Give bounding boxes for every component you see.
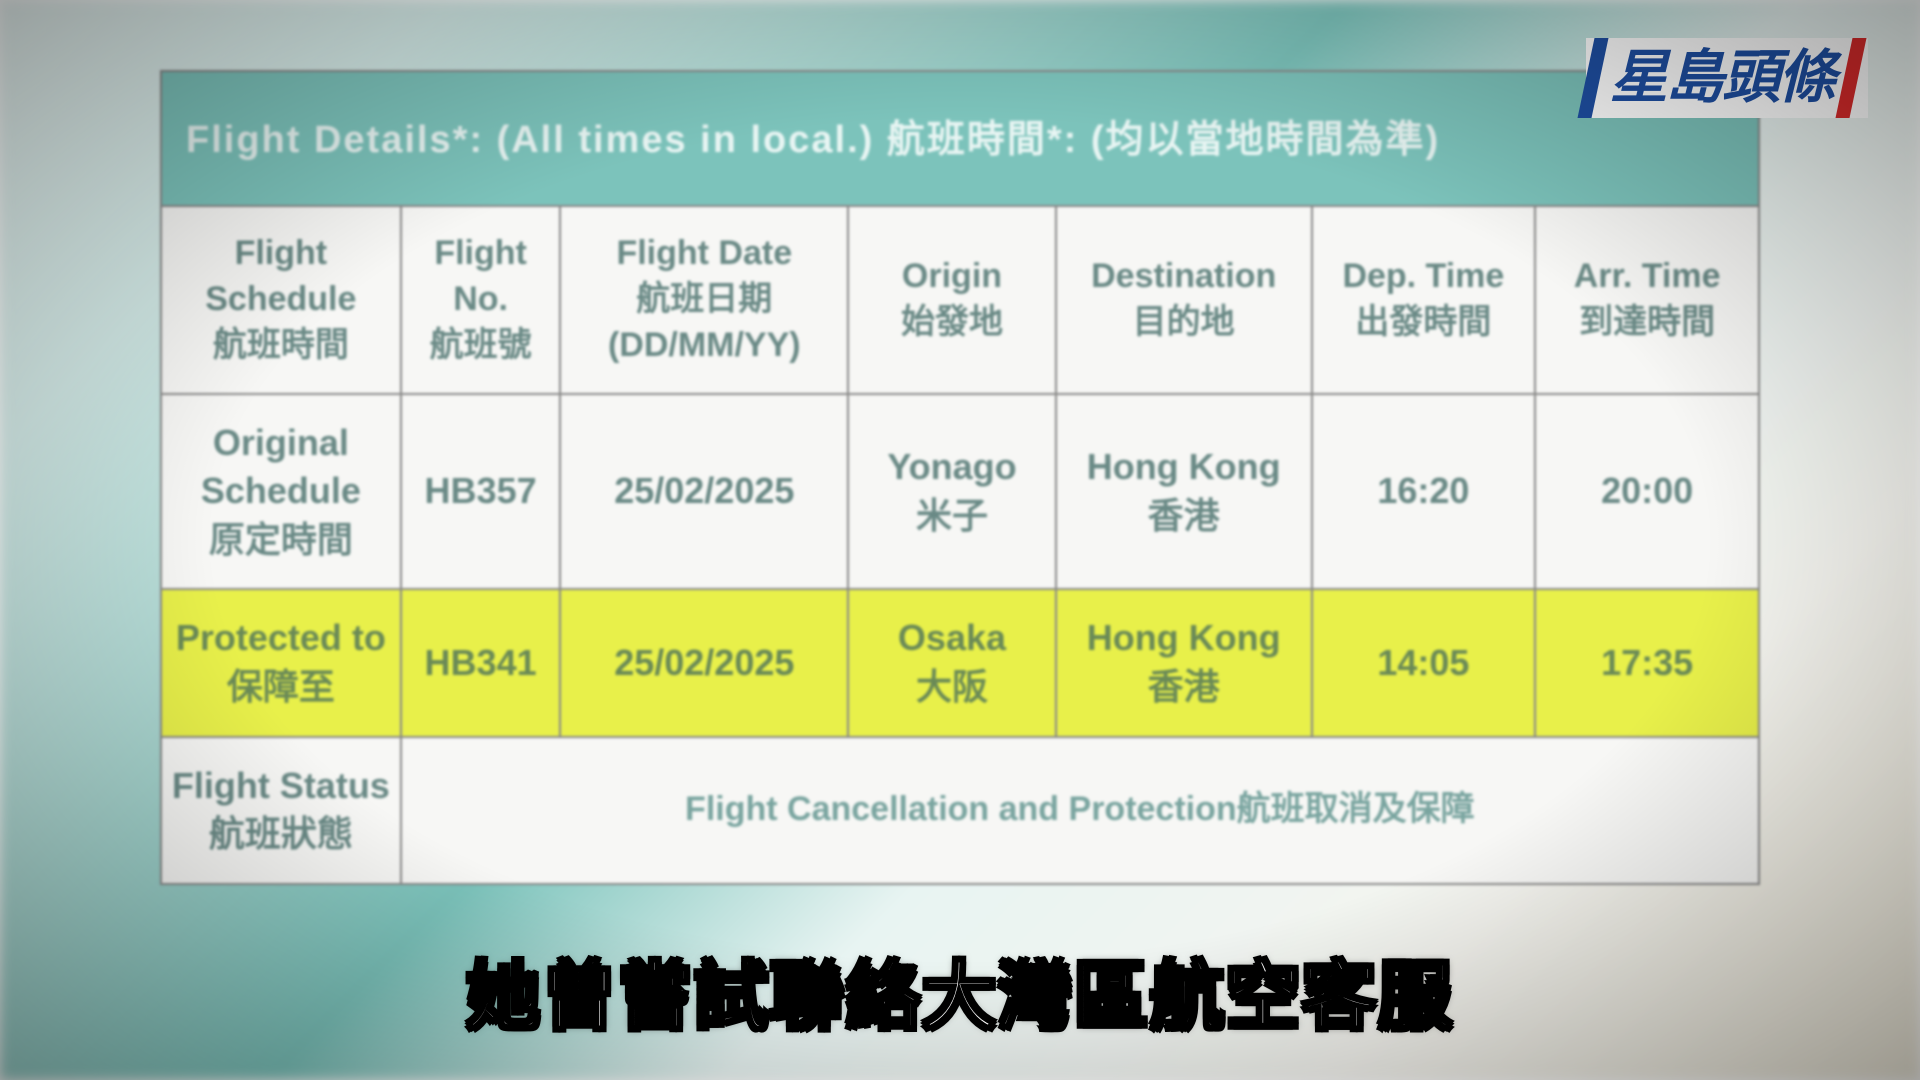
col-flight-no: Flight No.航班號: [401, 206, 561, 394]
flight-table: Flight Schedule航班時間 Flight No.航班號 Flight…: [160, 205, 1760, 885]
cell-origin: Osaka大阪: [848, 589, 1056, 736]
cell-dep: 16:20: [1312, 394, 1536, 590]
singtao-logo: 星島頭條: [1586, 38, 1868, 118]
cell-destination: Hong Kong香港: [1056, 394, 1312, 590]
logo-text: 星島頭條: [1606, 38, 1838, 118]
cell-origin: Yonago米子: [848, 394, 1056, 590]
status-text: Flight Cancellation and Protection航班取消及保…: [401, 737, 1759, 884]
col-date: Flight Date航班日期(DD/MM/YY): [560, 206, 848, 394]
cell-schedule: Original Schedule原定時間: [161, 394, 401, 590]
cell-arr: 17:35: [1535, 589, 1759, 736]
col-arr-time: Arr. Time到達時間: [1535, 206, 1759, 394]
cell-date: 25/02/2025: [560, 394, 848, 590]
cell-flight-no: HB341: [401, 589, 561, 736]
col-destination: Destination目的地: [1056, 206, 1312, 394]
cell-flight-no: HB357: [401, 394, 561, 590]
cell-schedule: Protected to保障至: [161, 589, 401, 736]
cell-destination: Hong Kong香港: [1056, 589, 1312, 736]
status-label: Flight Status航班狀態: [161, 737, 401, 884]
cell-dep: 14:05: [1312, 589, 1536, 736]
status-row: Flight Status航班狀態 Flight Cancellation an…: [161, 737, 1759, 884]
col-origin: Origin始發地: [848, 206, 1056, 394]
table-header-row: Flight Schedule航班時間 Flight No.航班號 Flight…: [161, 206, 1759, 394]
cell-date: 25/02/2025: [560, 589, 848, 736]
col-schedule: Flight Schedule航班時間: [161, 206, 401, 394]
table-body: Original Schedule原定時間 HB357 25/02/2025 Y…: [161, 394, 1759, 884]
table-row: Protected to保障至 HB341 25/02/2025 Osaka大阪…: [161, 589, 1759, 736]
panel-title: Flight Details*: (All times in local.) 航…: [160, 70, 1760, 205]
cell-arr: 20:00: [1535, 394, 1759, 590]
table-row: Original Schedule原定時間 HB357 25/02/2025 Y…: [161, 394, 1759, 590]
flight-details-panel: Flight Details*: (All times in local.) 航…: [160, 70, 1760, 885]
video-subtitle: 她曾嘗試聯絡大灣區航空客服: [466, 937, 1454, 1044]
col-dep-time: Dep. Time出發時間: [1312, 206, 1536, 394]
logo-bar-right-icon: [1835, 38, 1866, 118]
